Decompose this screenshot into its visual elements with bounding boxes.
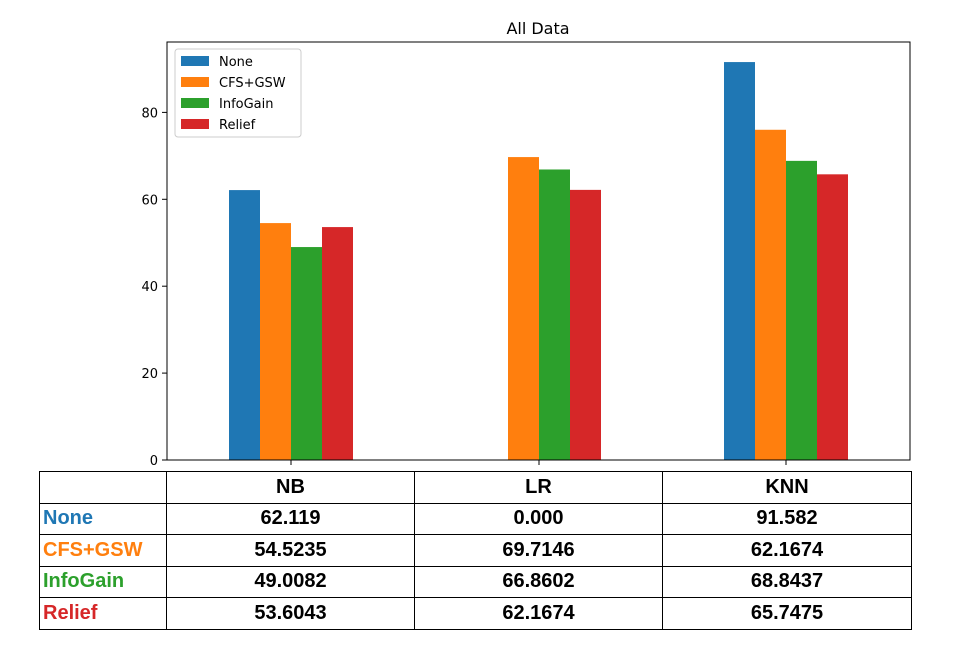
legend: None CFS+GSW InfoGain Relief [174, 48, 302, 138]
table-cell: 68.8437 [662, 565, 912, 598]
legend-box [174, 48, 302, 138]
chart-title: All Data [506, 19, 569, 38]
y-tick-label: 20 [141, 367, 158, 382]
table-cell: 69.7146 [414, 534, 663, 567]
legend-swatch [181, 77, 209, 87]
legend-swatch [181, 98, 209, 108]
table-cell: 91.582 [662, 502, 912, 535]
bar-infogain-knn [786, 160, 817, 460]
table-row: InfoGain 49.0082 66.8602 68.8437 [39, 565, 912, 598]
y-axis: 0 20 40 60 80 [141, 106, 167, 469]
table-row: Relief 53.6043 62.1674 65.7475 [39, 597, 912, 630]
table-cell: 62.1674 [662, 534, 912, 567]
x-axis [290, 460, 787, 465]
table-header-cell: NB [166, 471, 415, 504]
y-tick-label: 80 [141, 106, 158, 121]
legend-swatch [181, 119, 209, 129]
bar-relief-knn [817, 174, 848, 461]
table-cell: 66.8602 [414, 565, 663, 598]
table-row: None 62.119 0.000 91.582 [39, 502, 912, 535]
table-row-label: None [39, 502, 167, 535]
table-cell: 49.0082 [166, 565, 415, 598]
plot-frame [166, 41, 911, 461]
table-header-cell: LR [414, 471, 663, 504]
legend-swatch [181, 56, 209, 66]
bar-infogain-nb [291, 247, 322, 460]
y-tick-label: 40 [141, 280, 158, 295]
legend-label: Relief [219, 118, 256, 133]
table-corner-cell [39, 471, 167, 504]
data-table: NB LR KNN None 62.119 0.000 91.582 CFS+GSW 54… [39, 471, 912, 630]
table-cell: 0.000 [414, 502, 663, 535]
table-cell: 62.119 [166, 502, 415, 535]
bars-group [229, 62, 848, 461]
table-cell: 53.6043 [166, 597, 415, 630]
legend-label: CFS+GSW [219, 76, 286, 91]
table-row-label: CFS+GSW [39, 534, 167, 567]
bar-cfs-gsw-nb [260, 223, 291, 460]
bar-relief-lr [570, 189, 601, 460]
y-tick-label: 60 [141, 193, 158, 208]
table-row: CFS+GSW 54.5235 69.7146 62.1674 [39, 534, 912, 567]
bar-cfs-gsw-lr [508, 157, 539, 460]
table-cell: 54.5235 [166, 534, 415, 567]
bar-none-nb [229, 190, 260, 460]
bar-chart: All Data 0 20 40 60 80 None CFS+GSW InfoGain Re… [141, 19, 911, 469]
table-cell: 65.7475 [662, 597, 912, 630]
y-tick-label: 0 [150, 454, 158, 469]
bar-relief-nb [322, 227, 353, 460]
legend-label: InfoGain [219, 97, 274, 112]
table-row-label: InfoGain [39, 565, 167, 598]
bar-cfs-gsw-knn [755, 129, 786, 461]
table-header-cell: KNN [662, 471, 912, 504]
table-row-label: Relief [39, 597, 167, 630]
table-header-row: NB LR KNN [39, 471, 912, 504]
legend-label: None [219, 55, 253, 70]
bar-infogain-lr [539, 169, 570, 460]
bar-none-knn [724, 62, 755, 461]
table-cell: 62.1674 [414, 597, 663, 630]
